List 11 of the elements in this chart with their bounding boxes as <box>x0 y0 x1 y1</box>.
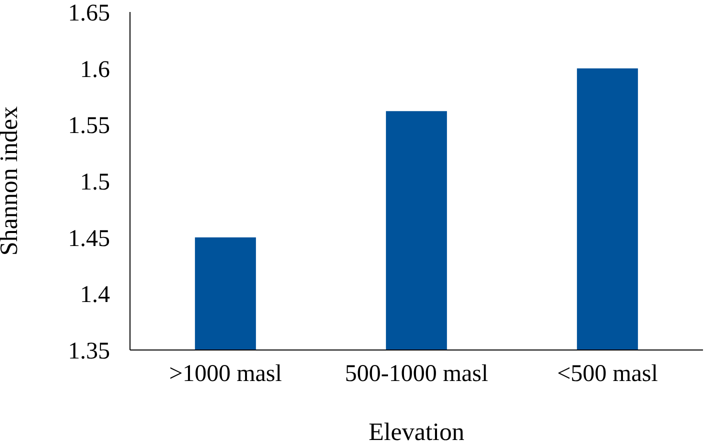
y-tick-label: 1.6 <box>80 56 110 83</box>
y-tick-label: 1.5 <box>80 170 110 196</box>
y-tick-label: 1.45 <box>68 226 110 252</box>
x-tick-label: <500 masl <box>557 361 658 388</box>
x-axis-title: Elevation <box>368 419 465 446</box>
y-tick-label: 1.65 <box>68 0 110 27</box>
x-tick-label: >1000 masl <box>169 361 282 388</box>
y-tick-label: 1.35 <box>68 338 110 365</box>
y-tick-label: 1.55 <box>68 113 110 140</box>
y-tick-label: 1.4 <box>80 282 110 308</box>
x-tick-label: 500-1000 masl <box>344 361 488 388</box>
